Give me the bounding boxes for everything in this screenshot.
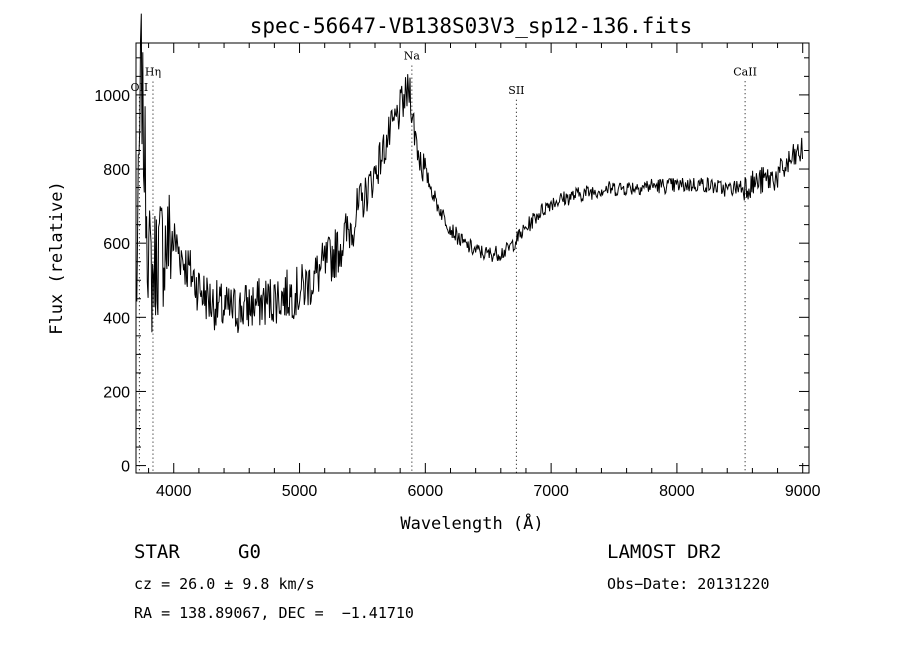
x-tick-label: 7000 xyxy=(533,483,569,500)
line-marker-label: Na xyxy=(404,50,421,63)
survey-name: LAMOST DR2 xyxy=(607,541,722,563)
x-tick-label: 4000 xyxy=(156,483,192,500)
y-tick-label: 0 xyxy=(121,459,130,476)
plot-frame xyxy=(135,42,810,474)
axis-ticks: 4000 5000 6000 7000 8000 9000 0 200 400 600 800 100… xyxy=(94,43,821,500)
object-class: STAR xyxy=(134,541,180,563)
x-tick-label: 5000 xyxy=(282,483,318,500)
y-tick-label: 400 xyxy=(103,310,130,327)
line-marker-label: OII xyxy=(131,81,149,94)
object-subclass: G0 xyxy=(238,541,261,563)
y-tick-label: 1000 xyxy=(94,88,130,105)
y-tick-label: 800 xyxy=(103,162,130,179)
x-tick-label: 8000 xyxy=(659,483,695,500)
line-marker-label: Hη xyxy=(145,66,161,79)
y-tick-label: 200 xyxy=(103,384,130,401)
chart-title: spec-56647-VB138S03V3_sp12-136.fits xyxy=(250,14,693,38)
x-tick-label: 9000 xyxy=(785,483,821,500)
flux-series-line xyxy=(135,13,803,333)
line-marker-label: CaII xyxy=(733,65,757,78)
y-tick-label: 600 xyxy=(103,236,130,253)
observation-date: Obs−Date: 20131220 xyxy=(607,575,770,593)
spectral-line-markers: OII Hη Na SII CaII xyxy=(131,50,757,473)
line-marker-label: SII xyxy=(508,84,524,97)
y-axis-label: Flux (relative) xyxy=(47,181,67,335)
x-tick-label: 6000 xyxy=(408,483,444,500)
flux-series-group xyxy=(135,13,803,333)
coordinates-readout: RA = 138.89067, DEC = −1.41710 xyxy=(134,604,414,622)
redshift-readout: cz = 26.0 ± 9.8 km/s xyxy=(134,575,315,593)
x-axis-label: Wavelength (Å) xyxy=(400,512,543,534)
